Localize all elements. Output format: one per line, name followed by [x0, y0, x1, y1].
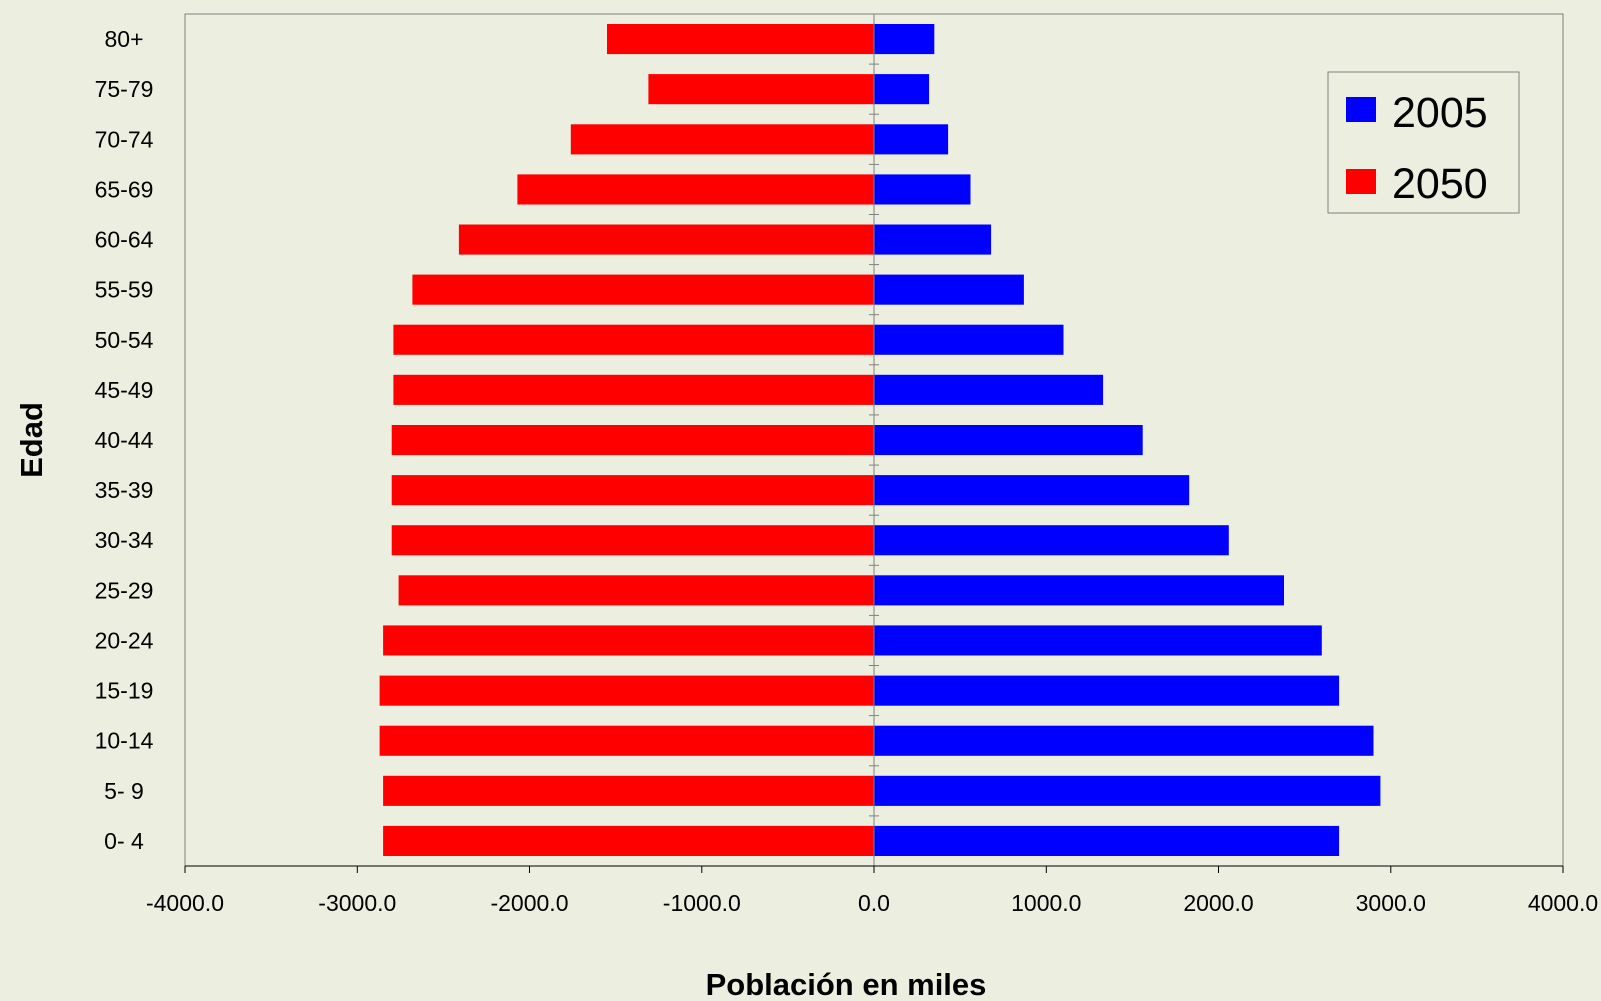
y-tick-label: 70-74	[95, 126, 154, 152]
bar-2050-80plus	[607, 24, 874, 55]
bars-group	[379, 24, 1381, 856]
bar-2050-25-29	[398, 575, 874, 606]
y-tick-label: 10-14	[95, 728, 154, 754]
bar-2050-5-9	[383, 775, 874, 806]
bar-2050-30-34	[391, 525, 874, 556]
y-tick-label: 25-29	[95, 577, 154, 603]
bar-2005-10-14	[874, 725, 1374, 756]
bar-2005-40-44	[874, 425, 1143, 456]
legend-label-2050: 2050	[1392, 160, 1488, 208]
y-tick-label: 50-54	[95, 327, 154, 353]
bar-2050-35-39	[391, 475, 874, 506]
x-tick-label: 3000.0	[1356, 890, 1426, 916]
bar-2005-60-64	[874, 224, 992, 255]
bar-2005-55-59	[874, 274, 1024, 305]
bar-2005-15-19	[874, 675, 1340, 706]
x-axis-title: Población en miles	[706, 967, 987, 1001]
bar-2005-70-74	[874, 124, 949, 155]
y-tick-label: 55-59	[95, 277, 154, 303]
bar-2050-75-79	[648, 74, 874, 105]
bar-2005-50-54	[874, 324, 1064, 355]
bar-2005-30-34	[874, 525, 1229, 556]
y-tick-label: 15-19	[95, 678, 154, 704]
bar-2050-65-69	[517, 174, 874, 205]
bar-2050-10-14	[379, 725, 874, 756]
bar-2050-15-19	[379, 675, 874, 706]
bar-2050-60-64	[458, 224, 874, 255]
y-axis-tick-labels: 0- 4 5- 9 10-14 15-19 20-24 25-29 30-34 35-39 40…	[95, 26, 154, 854]
x-axis-tick-labels: -4000.0 -3000.0 -2000.0 -1000.0 0.0 1000.0 200…	[146, 890, 1598, 916]
y-tick-label: 20-24	[95, 628, 154, 654]
bar-2050-70-74	[570, 124, 874, 155]
y-tick-label: 80+	[104, 26, 143, 52]
y-tick-label: 0- 4	[104, 828, 144, 854]
x-axis-ticks	[184, 866, 1564, 873]
y-axis-title: Edad	[14, 402, 49, 478]
bar-2005-75-79	[874, 74, 930, 105]
y-tick-label: 75-79	[95, 76, 154, 102]
y-axis-ticks	[869, 13, 879, 867]
bar-2005-0-4	[874, 825, 1340, 856]
bar-2050-0-4	[383, 825, 874, 856]
x-tick-label: -4000.0	[146, 890, 224, 916]
bar-2005-20-24	[874, 625, 1322, 656]
x-tick-label: -2000.0	[490, 890, 568, 916]
bar-2050-55-59	[412, 274, 874, 305]
bar-2050-45-49	[393, 374, 874, 405]
x-tick-label: -3000.0	[318, 890, 396, 916]
bar-2005-25-29	[874, 575, 1284, 606]
legend-label-2005: 2005	[1392, 89, 1488, 137]
bar-2005-80plus	[874, 24, 935, 55]
bar-2050-50-54	[393, 324, 874, 355]
y-tick-label: 30-34	[95, 527, 154, 553]
x-tick-label: 4000.0	[1528, 890, 1598, 916]
bar-2050-20-24	[383, 625, 874, 656]
bar-2005-65-69	[874, 174, 971, 205]
y-tick-label: 65-69	[95, 176, 154, 202]
legend-swatch-2005	[1346, 97, 1376, 122]
bar-2050-40-44	[391, 425, 874, 456]
bar-2005-35-39	[874, 475, 1190, 506]
y-tick-label: 35-39	[95, 477, 154, 503]
y-tick-label: 40-44	[95, 427, 154, 453]
bar-2005-45-49	[874, 374, 1104, 405]
y-tick-label: 5- 9	[104, 778, 144, 804]
x-tick-label: 2000.0	[1183, 890, 1253, 916]
y-tick-label: 60-64	[95, 227, 154, 253]
x-tick-label: 1000.0	[1011, 890, 1081, 916]
x-tick-label: -1000.0	[663, 890, 741, 916]
y-tick-label: 45-49	[95, 377, 154, 403]
legend-swatch-2050	[1346, 169, 1376, 194]
bar-2005-5-9	[874, 775, 1381, 806]
legend: 2005 2050	[1327, 71, 1520, 214]
x-tick-label: 0.0	[858, 890, 890, 916]
